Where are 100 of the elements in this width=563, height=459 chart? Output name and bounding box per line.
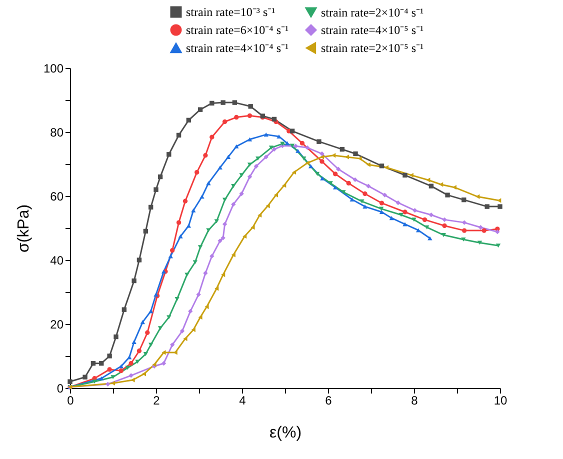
point (110, 375, 116, 380)
point (206, 228, 211, 232)
point (282, 183, 286, 188)
point (191, 327, 196, 332)
point (495, 229, 500, 234)
point (402, 172, 408, 178)
point (268, 146, 274, 150)
point (170, 342, 175, 348)
point (292, 170, 296, 175)
point (239, 191, 244, 196)
point (166, 152, 172, 157)
point (99, 361, 104, 366)
point (142, 372, 146, 376)
point (214, 219, 219, 224)
legend-label: strain rate=4×10⁻⁴ s⁻¹ (186, 41, 290, 55)
x-axis-title: ε(%) (269, 424, 302, 442)
point (266, 204, 270, 208)
point (353, 151, 358, 156)
point (82, 374, 88, 380)
point (346, 180, 351, 186)
point (192, 260, 198, 264)
point (362, 191, 368, 196)
point (161, 361, 166, 366)
point (379, 200, 384, 206)
point (340, 146, 345, 152)
point (194, 170, 200, 175)
point (461, 237, 466, 242)
x-tick-label: 0 (67, 394, 74, 408)
point (222, 119, 228, 124)
point (234, 114, 239, 120)
point (232, 100, 238, 105)
y-tick-label: 20 (50, 318, 64, 332)
point (422, 217, 428, 222)
point (186, 224, 192, 228)
point (221, 272, 226, 278)
point (332, 185, 338, 190)
legend-label: strain rate=10⁻³ s⁻¹ (186, 5, 276, 19)
point (174, 297, 180, 302)
point (445, 192, 450, 198)
point (118, 364, 124, 368)
x-tick-label: 8 (411, 394, 418, 408)
point (412, 218, 416, 222)
point (105, 382, 110, 387)
point (498, 204, 502, 209)
point (158, 326, 163, 330)
legend-label: strain rate=2×10⁻⁵ s⁻¹ (321, 41, 424, 55)
point (214, 286, 219, 291)
point (203, 153, 208, 158)
point (158, 174, 163, 180)
point (409, 172, 414, 178)
y-axis-title: σ(kPa) (15, 204, 32, 253)
y-tick-label: 40 (50, 254, 64, 268)
point (234, 144, 239, 148)
legend-label: strain rate=6×10⁻⁴ s⁻¹ (186, 23, 290, 37)
point (320, 176, 325, 180)
point (424, 225, 430, 230)
point (442, 217, 447, 222)
point (210, 100, 214, 106)
point (218, 238, 222, 244)
point (320, 151, 324, 156)
point (132, 278, 136, 284)
point (272, 146, 277, 152)
point (135, 360, 140, 364)
point (332, 172, 338, 176)
point (210, 134, 214, 140)
point (126, 355, 132, 360)
point (188, 308, 193, 314)
point (132, 340, 136, 344)
point (154, 187, 158, 192)
point (428, 212, 434, 218)
point (452, 185, 456, 190)
point (204, 304, 209, 310)
point (250, 225, 255, 230)
point (107, 367, 112, 372)
point (478, 225, 483, 230)
point (184, 272, 190, 277)
point (226, 154, 231, 159)
point (248, 104, 253, 109)
point (389, 216, 394, 220)
point (462, 228, 467, 233)
point (316, 139, 322, 144)
point (128, 361, 134, 366)
point (222, 198, 228, 202)
point (122, 307, 127, 312)
point (220, 236, 226, 240)
point (176, 132, 182, 138)
point (398, 212, 404, 217)
point (140, 320, 146, 324)
point (114, 334, 118, 340)
point (402, 222, 408, 226)
point (231, 202, 236, 207)
point (350, 197, 354, 202)
point (462, 197, 466, 202)
point (198, 107, 203, 112)
point (176, 220, 182, 225)
point (314, 172, 320, 176)
point (220, 100, 226, 105)
x-tick-label: 6 (325, 394, 332, 408)
point (166, 315, 172, 320)
point (170, 248, 175, 253)
